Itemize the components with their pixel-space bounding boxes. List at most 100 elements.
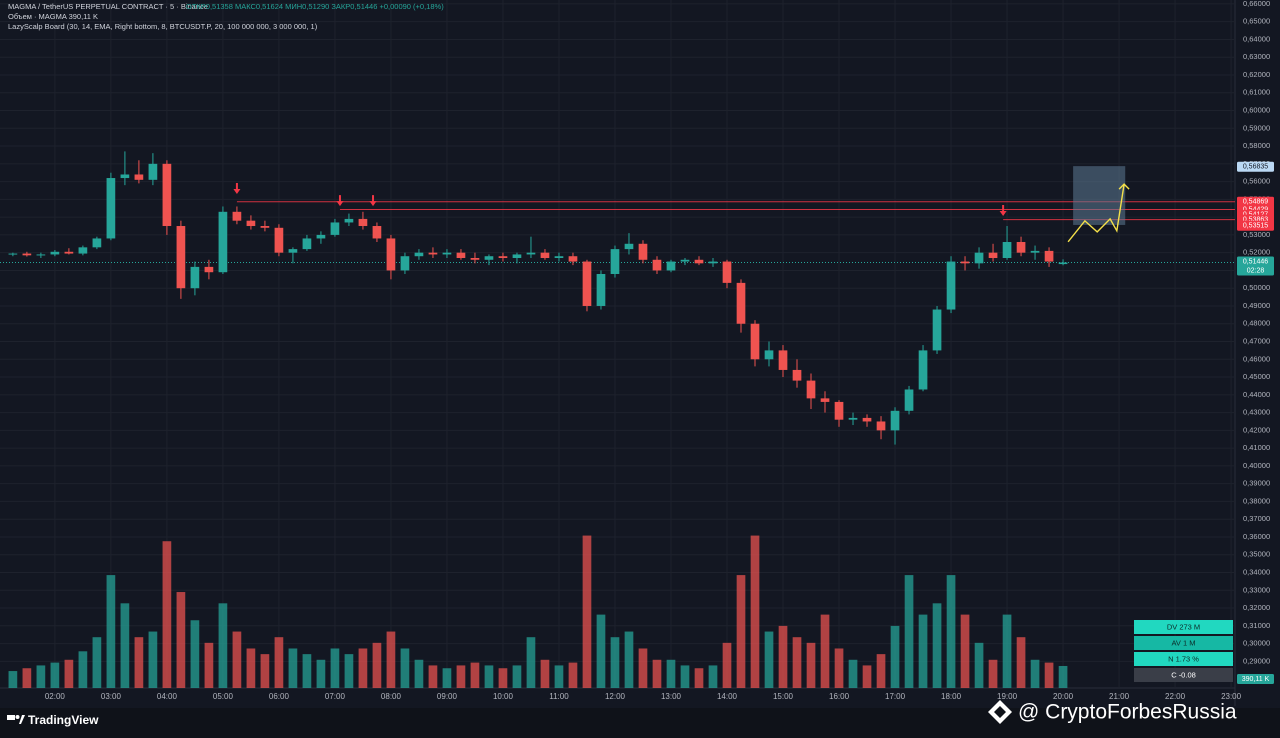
volume-bar: [764, 631, 774, 688]
projection-arrowhead: [1118, 183, 1130, 190]
candle-body: [358, 218, 368, 227]
volume-bar: [946, 575, 956, 688]
candle-body: [8, 253, 18, 255]
candle-body: [414, 252, 424, 257]
x-tick-label: 21:00: [1109, 692, 1130, 701]
candle-body: [218, 211, 228, 273]
y-tick-label: 0,30000: [1243, 639, 1270, 648]
x-tick-label: 05:00: [213, 692, 234, 701]
ohlc: ОТКР0,51358 МАКС0,51624 МИН0,51290 ЗАКР0…: [186, 2, 444, 11]
volume-bar: [414, 659, 424, 688]
candle-body: [330, 222, 340, 235]
candle-body: [596, 273, 606, 306]
candle-body: [792, 369, 802, 381]
candle-body: [204, 266, 214, 273]
y-tick-label: 0,32000: [1243, 603, 1270, 612]
volume-bar: [218, 603, 228, 688]
watermark-icon: [988, 700, 1012, 724]
candle-body: [890, 410, 900, 431]
x-tick-label: 16:00: [829, 692, 850, 701]
volume-bar: [904, 575, 914, 688]
volume-bar: [540, 659, 550, 688]
x-tick-label: 20:00: [1053, 692, 1074, 701]
y-tick-label: 0,64000: [1243, 34, 1270, 43]
volume-bar: [36, 665, 46, 688]
candle-body: [372, 226, 382, 239]
volume-bar: [582, 535, 592, 688]
volume-bar: [554, 665, 564, 688]
x-tick-label: 18:00: [941, 692, 962, 701]
candle-body: [988, 252, 998, 258]
candle-body: [50, 251, 60, 255]
volume-bar: [442, 668, 452, 688]
volume-bar: [260, 654, 270, 688]
candle-body: [736, 282, 746, 324]
x-tick-label: 03:00: [101, 692, 122, 701]
volume-bar: [792, 637, 802, 688]
signal-arrow: [336, 195, 344, 207]
x-tick-label: 22:00: [1165, 692, 1186, 701]
candle-body: [876, 421, 886, 431]
candle-body: [316, 234, 326, 239]
volume-bar: [78, 651, 88, 688]
volume-bar: [176, 592, 186, 688]
candle-body: [680, 259, 690, 262]
overlays: DV 273 M AV 1 M N 1.73 % C -0.08: [233, 166, 1233, 682]
volume-bar: [834, 648, 844, 688]
volume-bar: [890, 625, 900, 688]
volume-bar: [64, 659, 74, 688]
volume-bar: [722, 642, 732, 688]
y-tick-label: 0,37000: [1243, 514, 1270, 523]
volume-bar: [316, 659, 326, 688]
candle-body: [764, 350, 774, 360]
volume-bar: [918, 614, 928, 688]
candle-body: [806, 380, 816, 399]
volume-bar: [470, 662, 480, 688]
x-tick-label: 19:00: [997, 692, 1018, 701]
x-tick-label: 11:00: [549, 692, 569, 701]
volume-bar: [288, 648, 298, 688]
candle-body: [624, 243, 634, 250]
candle-body: [302, 238, 312, 250]
candle-body: [120, 174, 130, 179]
volume-bar: [372, 642, 382, 688]
y-tick-label: 0,63000: [1243, 52, 1270, 61]
x-tick-label: 13:00: [661, 692, 682, 701]
volume-bar: [386, 631, 396, 688]
countdown: 02:28: [1247, 267, 1265, 274]
candle-body: [666, 261, 676, 271]
y-tick-label: 0,36000: [1243, 532, 1270, 541]
candle-body: [750, 323, 760, 360]
volume-bar: [652, 659, 662, 688]
candle-body: [960, 261, 970, 264]
signal-arrow: [233, 182, 241, 194]
candle-body: [484, 256, 494, 260]
candle-body: [834, 401, 844, 420]
volume-bar: [274, 637, 284, 688]
x-tick-label: 10:00: [493, 692, 514, 701]
volume-bar: [848, 659, 858, 688]
volume-bar: [876, 654, 886, 688]
volume-bar: [932, 603, 942, 688]
volume-bar: [1044, 662, 1054, 688]
candle-body: [708, 261, 718, 264]
last-price-label: 0,51446: [1243, 258, 1268, 265]
candle-body: [1016, 242, 1026, 253]
candle-body: [428, 252, 438, 255]
y-tick-label: 0,50000: [1243, 283, 1270, 292]
candle-body: [498, 256, 508, 258]
candle-body: [974, 252, 984, 264]
x-tick-label: 14:00: [717, 692, 738, 701]
axes: 0,29000 0,30000 0,31000 0,32000 0,33000 0,340…: [45, 0, 1274, 701]
x-tick-label: 15:00: [773, 692, 794, 701]
y-tick-label: 0,59000: [1243, 123, 1270, 132]
candle-body: [400, 256, 410, 271]
volume-bar: [204, 642, 214, 688]
footer-bar: [0, 708, 1280, 738]
volume-badge: [1237, 673, 1274, 684]
candle-body: [918, 350, 928, 390]
candle-body: [134, 174, 144, 180]
candle-body: [190, 266, 200, 289]
tv-logo: [7, 715, 25, 724]
